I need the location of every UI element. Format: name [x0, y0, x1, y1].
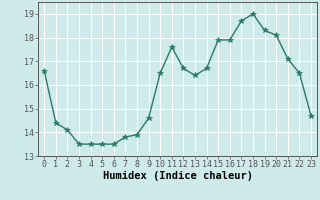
X-axis label: Humidex (Indice chaleur): Humidex (Indice chaleur): [103, 171, 252, 181]
